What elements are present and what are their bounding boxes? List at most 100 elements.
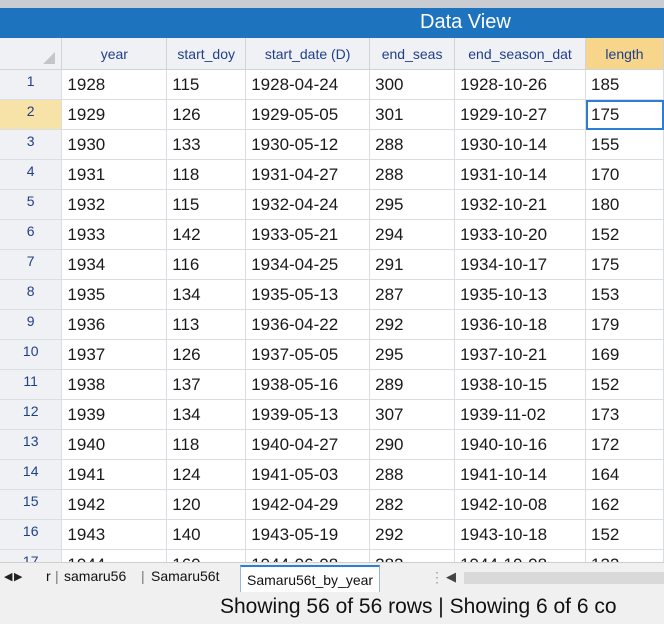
row-number[interactable]: 13 bbox=[0, 429, 63, 460]
cell-end-season[interactable]: 288 bbox=[369, 459, 456, 490]
table-row[interactable]: 13 1940 118 1940-04-27 290 1940-10-16 172 bbox=[0, 429, 664, 460]
cell-end-season[interactable]: 301 bbox=[369, 99, 456, 130]
tab-scroll-left-icon[interactable]: ◀ bbox=[4, 571, 13, 583]
cell-end-season-date[interactable]: 1930-10-14 bbox=[454, 129, 587, 160]
cell-start-doy[interactable]: 124 bbox=[166, 459, 247, 490]
tab-samaru56t-by-year[interactable]: Samaru56t_by_year bbox=[240, 565, 381, 593]
cell-end-season[interactable]: 292 bbox=[369, 309, 456, 340]
table-row[interactable]: 7 1934 116 1934-04-25 291 1934-10-17 175 bbox=[0, 249, 664, 280]
cell-length[interactable]: 152 bbox=[585, 519, 664, 550]
cell-start-doy[interactable]: 118 bbox=[166, 159, 247, 190]
cell-length[interactable]: 152 bbox=[585, 219, 664, 250]
cell-start-doy[interactable]: 133 bbox=[166, 129, 247, 160]
cell-year[interactable]: 1942 bbox=[61, 489, 168, 520]
cell-end-season[interactable]: 294 bbox=[369, 219, 456, 250]
table-row[interactable]: 14 1941 124 1941-05-03 288 1941-10-14 164 bbox=[0, 459, 664, 490]
cell-year[interactable]: 1935 bbox=[61, 279, 168, 310]
cell-end-season[interactable]: 300 bbox=[369, 69, 456, 100]
cell-end-season[interactable]: 295 bbox=[369, 339, 456, 370]
row-number[interactable]: 15 bbox=[0, 489, 63, 520]
cell-year[interactable]: 1934 bbox=[61, 249, 168, 280]
cell-year[interactable]: 1943 bbox=[61, 519, 168, 550]
cell-start-date[interactable]: 1932-04-24 bbox=[245, 189, 371, 220]
cell-length[interactable]: 155 bbox=[585, 129, 664, 160]
row-number[interactable]: 16 bbox=[0, 519, 63, 550]
cell-start-doy[interactable]: 116 bbox=[166, 249, 247, 280]
table-row[interactable]: 1 1928 115 1928-04-24 300 1928-10-26 185 bbox=[0, 69, 664, 100]
cell-end-season[interactable]: 282 bbox=[369, 489, 456, 520]
cell-year[interactable]: 1930 bbox=[61, 129, 168, 160]
cell-end-season-date[interactable]: 1937-10-21 bbox=[454, 339, 587, 370]
column-header-end-season[interactable]: end_seas bbox=[369, 38, 456, 70]
row-number[interactable]: 6 bbox=[0, 219, 63, 250]
cell-start-doy[interactable]: 160 bbox=[166, 549, 247, 562]
cell-end-season-date[interactable]: 1928-10-26 bbox=[454, 69, 587, 100]
cell-start-date[interactable]: 1943-05-19 bbox=[245, 519, 371, 550]
cell-start-date[interactable]: 1936-04-22 bbox=[245, 309, 371, 340]
cell-start-date[interactable]: 1944-06-08 bbox=[245, 549, 371, 562]
cell-length[interactable]: 122 bbox=[585, 549, 664, 562]
cell-end-season-date[interactable]: 1936-10-18 bbox=[454, 309, 587, 340]
cell-start-doy[interactable]: 126 bbox=[166, 99, 247, 130]
tab-truncated[interactable]: r bbox=[46, 568, 51, 584]
cell-start-date[interactable]: 1928-04-24 bbox=[245, 69, 371, 100]
table-row[interactable]: 9 1936 113 1936-04-22 292 1936-10-18 179 bbox=[0, 309, 664, 340]
cell-start-date[interactable]: 1929-05-05 bbox=[245, 99, 371, 130]
cell-start-date[interactable]: 1933-05-21 bbox=[245, 219, 371, 250]
cell-start-date[interactable]: 1934-04-25 bbox=[245, 249, 371, 280]
select-all-corner[interactable] bbox=[0, 38, 63, 70]
cell-start-doy[interactable]: 113 bbox=[166, 309, 247, 340]
cell-start-date[interactable]: 1935-05-13 bbox=[245, 279, 371, 310]
cell-end-season-date[interactable]: 1933-10-20 bbox=[454, 219, 587, 250]
cell-end-season[interactable]: 307 bbox=[369, 399, 456, 430]
cell-end-season-date[interactable]: 1941-10-14 bbox=[454, 459, 587, 490]
table-row[interactable]: 4 1931 118 1931-04-27 288 1931-10-14 170 bbox=[0, 159, 664, 190]
cell-start-doy[interactable]: 134 bbox=[166, 399, 247, 430]
cell-length[interactable]: 172 bbox=[585, 429, 664, 460]
table-row[interactable]: 1719441601944-06-082821944-10-08122 bbox=[0, 549, 664, 562]
cell-length[interactable]: 173 bbox=[585, 399, 664, 430]
table-row[interactable]: 10 1937 126 1937-05-05 295 1937-10-21 169 bbox=[0, 339, 664, 370]
cell-year[interactable]: 1939 bbox=[61, 399, 168, 430]
table-row[interactable]: 8 1935 134 1935-05-13 287 1935-10-13 153 bbox=[0, 279, 664, 310]
cell-length[interactable]: 164 bbox=[585, 459, 664, 490]
cell-year[interactable]: 1938 bbox=[61, 369, 168, 400]
cell-start-date[interactable]: 1942-04-29 bbox=[245, 489, 371, 520]
row-number[interactable]: 5 bbox=[0, 189, 63, 220]
cell-start-doy[interactable]: 126 bbox=[166, 339, 247, 370]
cell-start-doy[interactable]: 115 bbox=[166, 189, 247, 220]
cell-year[interactable]: 1932 bbox=[61, 189, 168, 220]
cell-start-date[interactable]: 1930-05-12 bbox=[245, 129, 371, 160]
table-row[interactable]: 6 1933 142 1933-05-21 294 1933-10-20 152 bbox=[0, 219, 664, 250]
table-row[interactable]: 3 1930 133 1930-05-12 288 1930-10-14 155 bbox=[0, 129, 664, 160]
cell-year[interactable]: 1933 bbox=[61, 219, 168, 250]
cell-year[interactable]: 1937 bbox=[61, 339, 168, 370]
cell-length[interactable]: 169 bbox=[585, 339, 664, 370]
column-header-end-season-date[interactable]: end_season_dat bbox=[454, 38, 587, 70]
cell-length[interactable]: 175 bbox=[585, 249, 664, 280]
cell-end-season-date[interactable]: 1932-10-21 bbox=[454, 189, 587, 220]
cell-end-season[interactable]: 291 bbox=[369, 249, 456, 280]
row-number[interactable]: 8 bbox=[0, 279, 63, 310]
cell-start-doy[interactable]: 140 bbox=[166, 519, 247, 550]
cell-year[interactable]: 1928 bbox=[61, 69, 168, 100]
cell-start-date[interactable]: 1937-05-05 bbox=[245, 339, 371, 370]
cell-year[interactable]: 1931 bbox=[61, 159, 168, 190]
cell-year[interactable]: 1940 bbox=[61, 429, 168, 460]
cell-start-doy[interactable]: 118 bbox=[166, 429, 247, 460]
row-number[interactable]: 4 bbox=[0, 159, 63, 190]
cell-end-season-date[interactable]: 1934-10-17 bbox=[454, 249, 587, 280]
cell-start-doy[interactable]: 137 bbox=[166, 369, 247, 400]
table-row[interactable]: 5 1932 115 1932-04-24 295 1932-10-21 180 bbox=[0, 189, 664, 220]
table-row[interactable]: 16 1943 140 1943-05-19 292 1943-10-18 152 bbox=[0, 519, 664, 550]
tab-samaru56[interactable]: samaru56 bbox=[64, 568, 127, 584]
cell-end-season-date[interactable]: 1931-10-14 bbox=[454, 159, 587, 190]
row-number[interactable]: 17 bbox=[0, 549, 63, 562]
cell-end-season-date[interactable]: 1938-10-15 bbox=[454, 369, 587, 400]
tab-samaru56t[interactable]: Samaru56t bbox=[151, 568, 220, 584]
column-header-length[interactable]: length bbox=[585, 38, 664, 70]
cell-length[interactable]: 185 bbox=[585, 69, 664, 100]
cell-start-date[interactable]: 1940-04-27 bbox=[245, 429, 371, 460]
row-number[interactable]: 3 bbox=[0, 129, 63, 160]
cell-end-season[interactable]: 288 bbox=[369, 159, 456, 190]
